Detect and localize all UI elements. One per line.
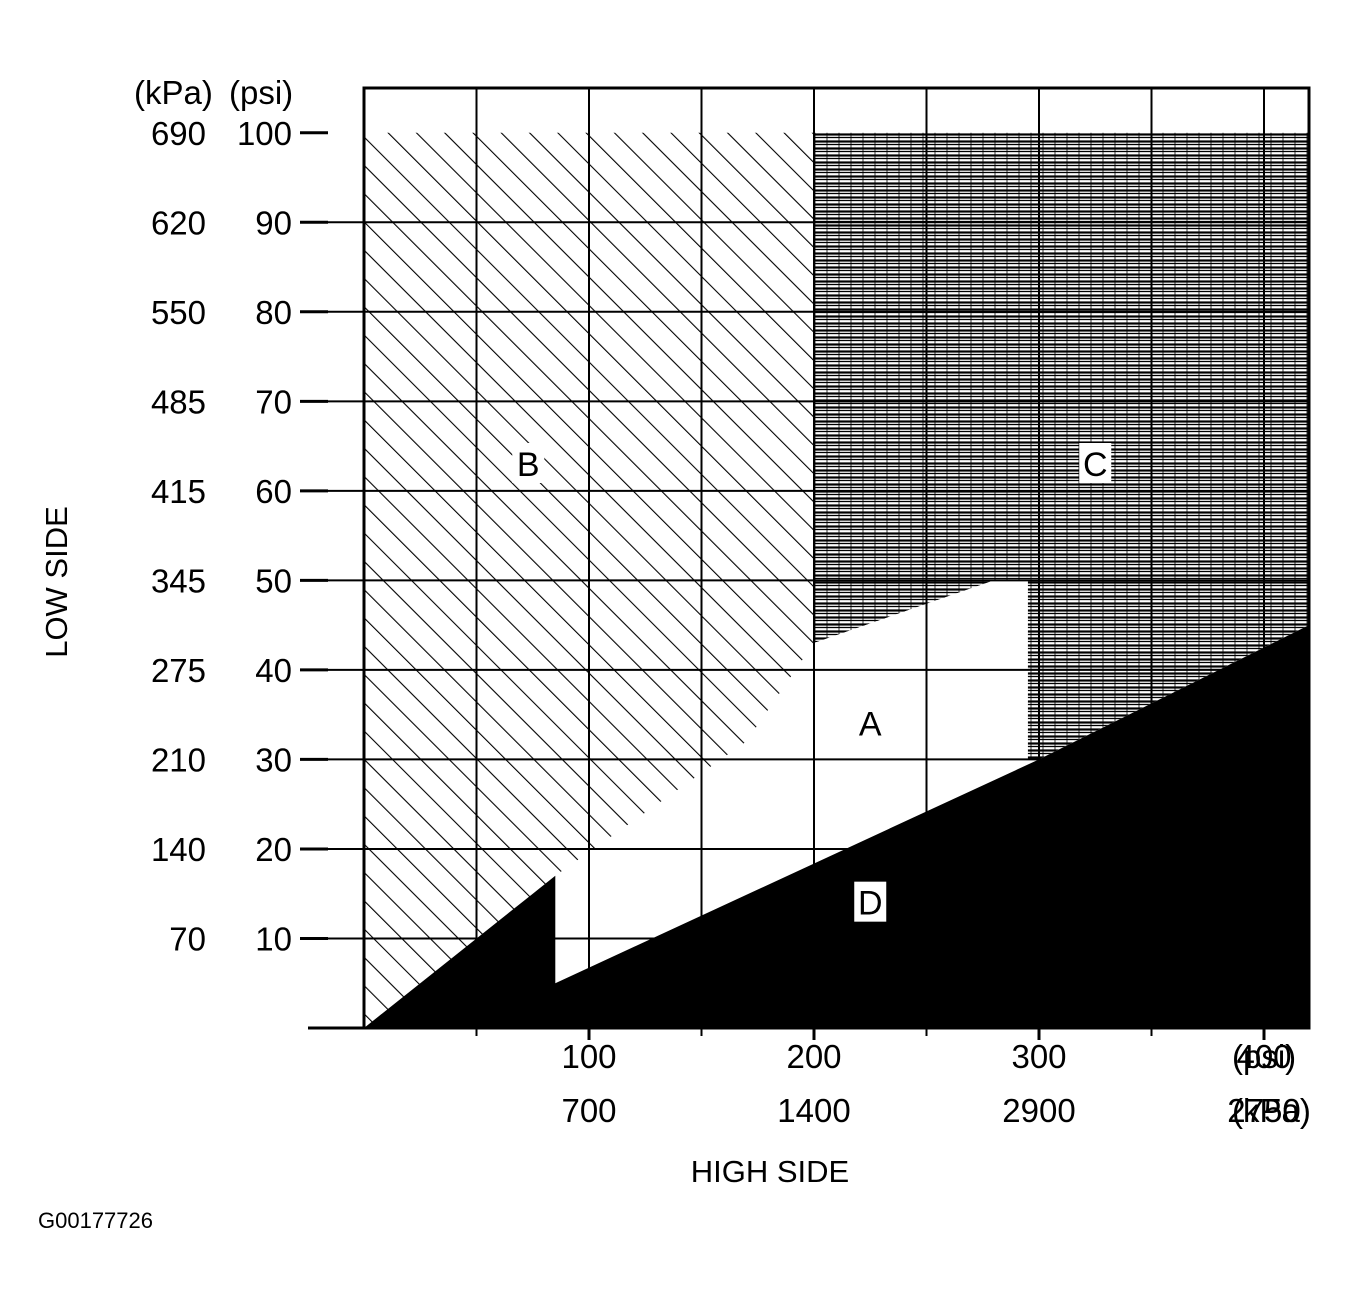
y-tick-kpa-label: 550 bbox=[151, 294, 206, 331]
y-tick-kpa-label: 485 bbox=[151, 383, 206, 420]
chart-frame bbox=[308, 86, 1311, 1030]
y-tick-psi-label: 90 bbox=[255, 204, 292, 241]
x-tick-psi-label: 200 bbox=[786, 1038, 841, 1075]
y-tick-kpa-label: 70 bbox=[169, 920, 206, 957]
region-c bbox=[814, 132, 1309, 760]
y-tick-psi-label: 40 bbox=[255, 652, 292, 689]
region-label-a: A bbox=[859, 706, 882, 744]
y-tick-psi-label: 50 bbox=[255, 562, 292, 599]
x-tick-kpa-label: 2900 bbox=[1002, 1092, 1075, 1129]
x-tick-psi-label: 400 bbox=[1236, 1038, 1291, 1075]
region-label-bg bbox=[854, 702, 887, 743]
y-axis-unit-psi: (psi) bbox=[229, 74, 293, 111]
figure-id: G00177726 bbox=[38, 1208, 153, 1233]
y-tick-kpa-label: 140 bbox=[151, 831, 206, 868]
region-label-bg bbox=[512, 443, 545, 483]
y-tick-kpa-label: 620 bbox=[151, 204, 206, 241]
y-tick-psi-label: 60 bbox=[255, 473, 292, 510]
y-axis-unit-kpa: (kPa) bbox=[134, 74, 213, 111]
y-axis: 10 70 20 140 30 210 40 275 50 345 60 415 70 485 80 550 9… bbox=[151, 115, 328, 957]
region-label-b: B bbox=[517, 446, 540, 484]
x-tick-kpa-label: 2750 bbox=[1227, 1092, 1300, 1129]
x-tick-psi-label: 300 bbox=[1011, 1038, 1066, 1075]
x-axis-unit-psi: (psi) bbox=[1232, 1038, 1296, 1075]
y-tick-kpa-label: 210 bbox=[151, 741, 206, 778]
x-axis-title: HIGH SIDE bbox=[691, 1154, 849, 1189]
x-tick-kpa-label: 700 bbox=[561, 1092, 616, 1129]
y-tick-psi-label: 20 bbox=[255, 831, 292, 868]
region-label-bg bbox=[854, 881, 887, 922]
chart-regions bbox=[364, 88, 1309, 1028]
y-tick-kpa-label: 690 bbox=[151, 115, 206, 152]
y-tick-psi-label: 30 bbox=[255, 741, 292, 778]
y-tick-psi-label: 100 bbox=[237, 115, 292, 152]
chart-grid bbox=[308, 88, 1309, 1028]
region-label-c: C bbox=[1083, 446, 1108, 484]
region-labels: A B C D bbox=[512, 443, 1112, 923]
y-axis-title: LOW SIDE bbox=[39, 506, 74, 658]
x-tick-psi-label: 100 bbox=[561, 1038, 616, 1075]
y-tick-kpa-label: 415 bbox=[151, 473, 206, 510]
region-a bbox=[555, 580, 1028, 984]
y-tick-psi-label: 10 bbox=[255, 920, 292, 957]
y-tick-psi-label: 70 bbox=[255, 383, 292, 420]
x-axis: 100 700 200 1400 300 2900 400 2750 bbox=[475, 1028, 1301, 1129]
region-label-d: D bbox=[858, 885, 883, 923]
region-label-bg bbox=[1079, 443, 1112, 483]
x-axis-unit-kpa: (kPa) bbox=[1232, 1092, 1311, 1129]
y-tick-kpa-label: 275 bbox=[151, 652, 206, 689]
x-tick-kpa-label: 1400 bbox=[777, 1092, 850, 1129]
y-tick-psi-label: 80 bbox=[255, 294, 292, 331]
y-tick-kpa-label: 345 bbox=[151, 562, 206, 599]
region-d bbox=[364, 625, 1309, 1028]
